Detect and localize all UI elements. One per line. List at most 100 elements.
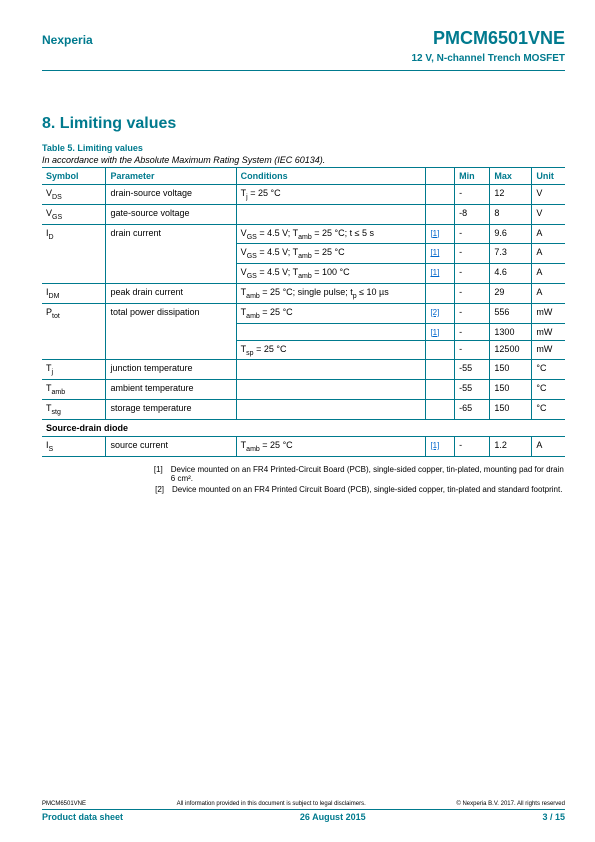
unit-cell: °C <box>532 360 565 380</box>
column-header: Parameter <box>106 168 236 185</box>
symbol-cell <box>42 340 106 360</box>
parameter-cell: ambient temperature <box>106 380 236 400</box>
ref-cell <box>426 204 455 224</box>
footer-copyright: © Nexperia B.V. 2017. All rights reserve… <box>456 801 565 807</box>
table-row: VGSgate-source voltage-88V <box>42 204 565 224</box>
footnote-text: Device mounted on an FR4 Printed-Circuit… <box>171 465 565 483</box>
ref-cell <box>426 399 455 419</box>
page-footer: PMCM6501VNE All information provided in … <box>42 801 565 822</box>
ref-cell: [2] <box>426 303 455 323</box>
conditions-cell <box>236 323 426 340</box>
min-cell: - <box>455 224 490 244</box>
max-cell: 150 <box>490 399 532 419</box>
max-cell: 1.2 <box>490 436 532 456</box>
max-cell: 7.3 <box>490 244 532 264</box>
table-row: Tsp = 25 °C-12500mW <box>42 340 565 360</box>
symbol-cell: Ptot <box>42 303 106 323</box>
table-row: [1]-1300mW <box>42 323 565 340</box>
symbol-cell <box>42 323 106 340</box>
footnotes: [1]Device mounted on an FR4 Printed-Circ… <box>142 465 565 494</box>
conditions-cell: Tamb = 25 °C <box>236 303 426 323</box>
unit-cell: °C <box>532 380 565 400</box>
parameter-cell: drain current <box>106 224 236 244</box>
min-cell: -55 <box>455 380 490 400</box>
symbol-cell: VGS <box>42 204 106 224</box>
conditions-cell: Tamb = 25 °C <box>236 436 426 456</box>
parameter-cell <box>106 244 236 264</box>
section-header-cell: Source-drain diode <box>42 419 565 436</box>
min-cell: - <box>455 264 490 284</box>
parameter-cell: drain-source voltage <box>106 185 236 205</box>
parameter-cell: source current <box>106 436 236 456</box>
section-title: 8. Limiting values <box>42 115 565 133</box>
unit-cell: A <box>532 224 565 244</box>
table-row: IDMpeak drain currentTamb = 25 °C; singl… <box>42 283 565 303</box>
table-row: Tjjunction temperature -55150°C <box>42 360 565 380</box>
footer-product-code: PMCM6501VNE <box>42 801 86 807</box>
parameter-cell: peak drain current <box>106 283 236 303</box>
unit-cell: mW <box>532 303 565 323</box>
column-header: Symbol <box>42 168 106 185</box>
unit-cell: V <box>532 185 565 205</box>
table-row: Source-drain diode <box>42 419 565 436</box>
unit-cell: V <box>532 204 565 224</box>
ref-cell: [1] <box>426 323 455 340</box>
parameter-cell: junction temperature <box>106 360 236 380</box>
max-cell: 1300 <box>490 323 532 340</box>
conditions-cell: Tamb = 25 °C; single pulse; tp ≤ 10 µs <box>236 283 426 303</box>
conditions-cell: Tsp = 25 °C <box>236 340 426 360</box>
ref-cell <box>426 340 455 360</box>
table-row: Ptottotal power dissipationTamb = 25 °C[… <box>42 303 565 323</box>
max-cell: 9.6 <box>490 224 532 244</box>
footer-page: 3 / 15 <box>542 812 565 822</box>
ref-cell: [1] <box>426 436 455 456</box>
conditions-cell: VGS = 4.5 V; Tamb = 25 °C; t ≤ 5 s <box>236 224 426 244</box>
column-header: Max <box>490 168 532 185</box>
min-cell: - <box>455 185 490 205</box>
column-header: Unit <box>532 168 565 185</box>
limiting-values-table: SymbolParameterConditions MinMaxUnit VDSd… <box>42 167 565 457</box>
table-row: VGS = 4.5 V; Tamb = 25 °C[1]-7.3A <box>42 244 565 264</box>
unit-cell: A <box>532 244 565 264</box>
min-cell: - <box>455 283 490 303</box>
footer-doc-type: Product data sheet <box>42 812 123 822</box>
unit-cell: A <box>532 283 565 303</box>
parameter-cell <box>106 340 236 360</box>
company-name: Nexperia <box>42 33 93 47</box>
unit-cell: mW <box>532 323 565 340</box>
symbol-cell: IDM <box>42 283 106 303</box>
min-cell: - <box>455 244 490 264</box>
unit-cell: A <box>532 264 565 284</box>
table-note: In accordance with the Absolute Maximum … <box>42 155 565 165</box>
min-cell: - <box>455 340 490 360</box>
ref-cell <box>426 380 455 400</box>
table-row: ISsource currentTamb = 25 °C[1]-1.2A <box>42 436 565 456</box>
min-cell: - <box>455 303 490 323</box>
footnote-number: [2] <box>142 485 164 494</box>
conditions-cell <box>236 399 426 419</box>
table-row: Tambambient temperature-55150°C <box>42 380 565 400</box>
max-cell: 8 <box>490 204 532 224</box>
max-cell: 12500 <box>490 340 532 360</box>
table-row: IDdrain currentVGS = 4.5 V; Tamb = 25 °C… <box>42 224 565 244</box>
max-cell: 150 <box>490 360 532 380</box>
ref-cell: [1] <box>426 244 455 264</box>
ref-cell <box>426 283 455 303</box>
max-cell: 556 <box>490 303 532 323</box>
table-row: VDSdrain-source voltageTj = 25 °C-12V <box>42 185 565 205</box>
column-header: Conditions <box>236 168 426 185</box>
symbol-cell: ID <box>42 224 106 244</box>
symbol-cell: Tj <box>42 360 106 380</box>
ref-cell <box>426 360 455 380</box>
symbol-cell: Tstg <box>42 399 106 419</box>
subtitle: 12 V, N-channel Trench MOSFET <box>42 53 565 64</box>
part-number: PMCM6501VNE <box>433 28 565 49</box>
footer-disclaimer: All information provided in this documen… <box>177 801 366 807</box>
max-cell: 4.6 <box>490 264 532 284</box>
footnote: [2]Device mounted on an FR4 Printed Circ… <box>142 485 565 494</box>
min-cell: -65 <box>455 399 490 419</box>
parameter-cell <box>106 323 236 340</box>
symbol-cell: IS <box>42 436 106 456</box>
min-cell: -55 <box>455 360 490 380</box>
column-header: Min <box>455 168 490 185</box>
